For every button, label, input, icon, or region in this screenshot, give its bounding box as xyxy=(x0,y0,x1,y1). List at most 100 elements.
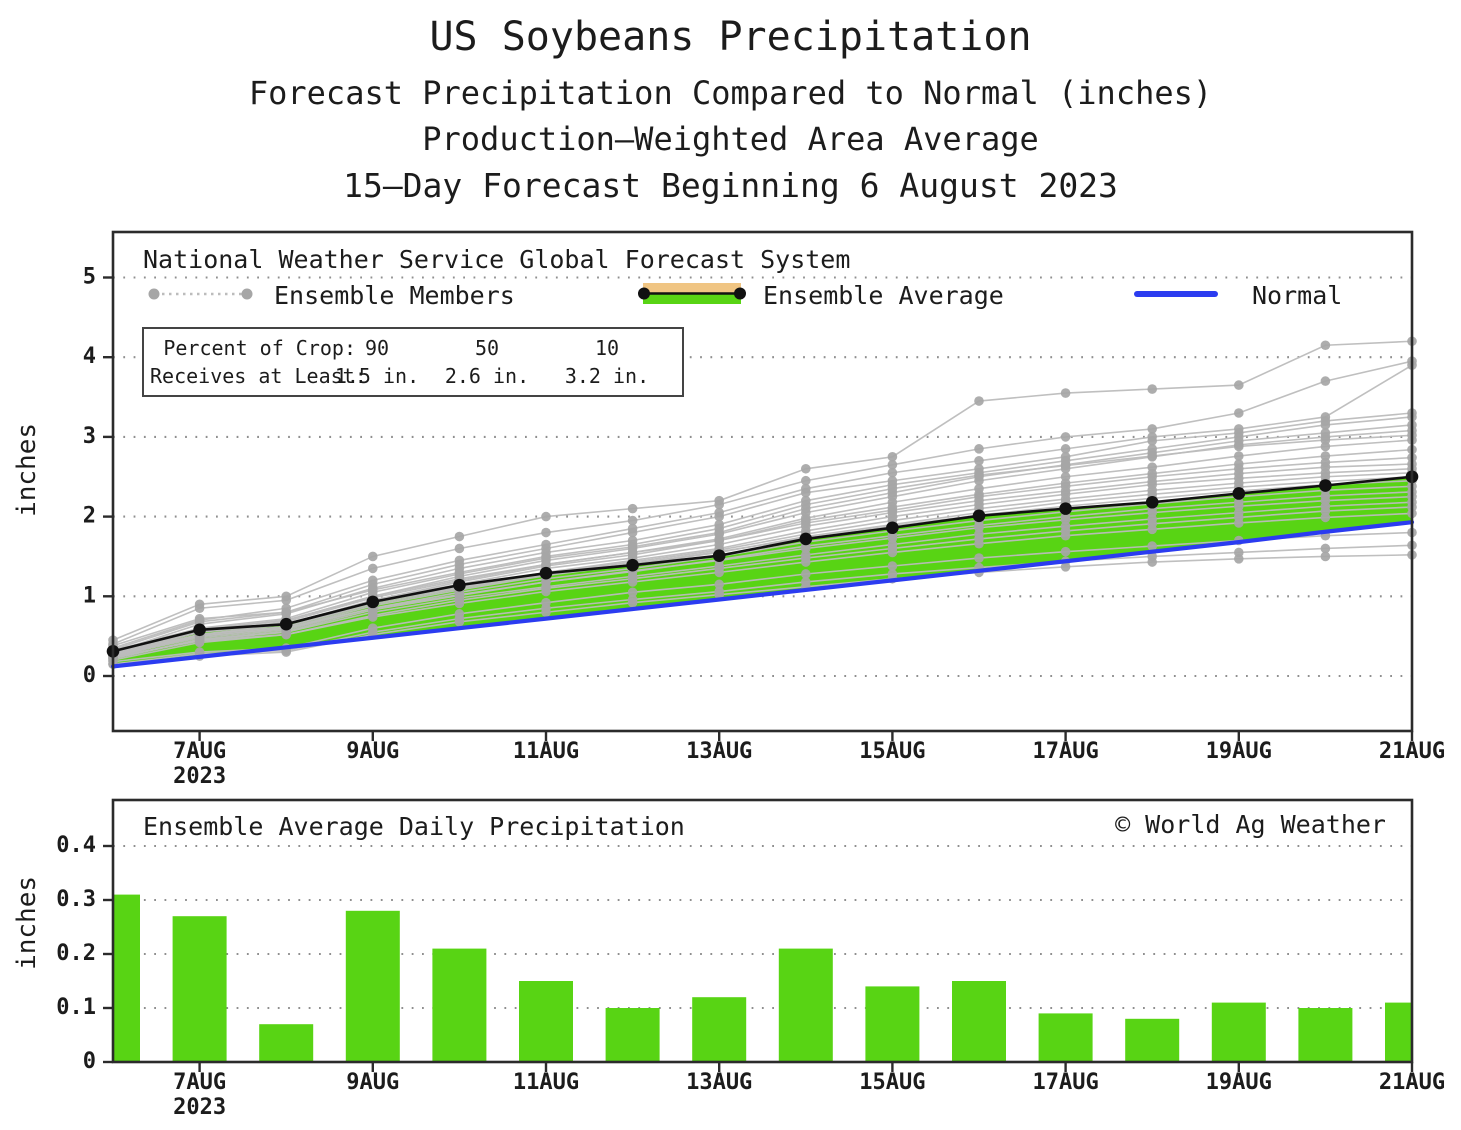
x-tick-label: 9AUG xyxy=(346,1070,399,1095)
ensemble-member-dot xyxy=(801,487,811,498)
x-tick-label: 15AUG xyxy=(859,739,925,764)
x-tick-label: 13AUG xyxy=(686,1070,752,1095)
ensemble-member-dot xyxy=(281,607,292,618)
ensemble-average-dot xyxy=(1145,495,1159,509)
daily-precip-bar xyxy=(259,1024,314,1062)
ensemble-members-key-icon xyxy=(148,288,253,300)
ensemble-average-dot xyxy=(1319,479,1332,492)
ensemble-member-line xyxy=(112,439,1413,656)
ensemble-member-dot xyxy=(1234,380,1244,390)
ensemble-member-dot xyxy=(1147,436,1157,446)
ensemble-member-dot xyxy=(801,463,811,474)
ensemble-member-dot xyxy=(1147,451,1157,461)
x-tick-label: 11AUG xyxy=(513,739,579,764)
ensemble-member-line xyxy=(112,531,1413,663)
daily-precip-bar xyxy=(519,981,573,1062)
ensemble-member-line xyxy=(112,512,1413,658)
ensemble-member-dot xyxy=(1234,441,1244,452)
y-tick-label: 0 xyxy=(83,663,96,688)
x-tick-label: 9AUG xyxy=(346,739,399,764)
ensemble-average-line xyxy=(112,475,1413,653)
ensemble-member-dot xyxy=(454,543,465,554)
normal-legend-label: Normal xyxy=(1252,281,1343,310)
normal-legend-swatch xyxy=(1133,282,1219,310)
y-tick-label: 0 xyxy=(83,1049,96,1074)
ensemble-member-dot xyxy=(801,475,811,486)
x-tick-sublabel: 2023 xyxy=(173,1095,226,1120)
ensemble-member-dot xyxy=(541,586,551,597)
ensemble-member-line xyxy=(112,501,1413,660)
daily-precip-bar xyxy=(778,948,833,1062)
ensemble-average-dot xyxy=(1059,502,1072,515)
daily-precip-bar xyxy=(345,910,400,1062)
ensemble-member-line xyxy=(112,424,1413,652)
crop-row1-value-90: 90 xyxy=(364,336,390,360)
ensemble-member-dot xyxy=(1147,384,1157,394)
ensemble-average-legend-label: Ensemble Average xyxy=(763,281,1004,310)
ensemble-member-dot xyxy=(281,595,292,606)
ensemble-member-dot xyxy=(801,569,811,579)
ensemble-member-dot xyxy=(627,539,638,550)
y-tick-label: 4 xyxy=(83,344,96,369)
ensemble-member-dot xyxy=(801,557,811,567)
ensemble-member-dot xyxy=(1320,543,1331,554)
x-tick-label: 15AUG xyxy=(859,1070,925,1095)
percent-of-crop-box: Percent of Crop: 90 50 10 Receives at Le… xyxy=(142,327,684,397)
daily-precip-bar xyxy=(605,1008,660,1062)
x-tick-label: 19AUG xyxy=(1206,1070,1272,1095)
bottom-chart-title: Ensemble Average Daily Precipitation xyxy=(143,812,685,841)
ensemble-member-dot xyxy=(368,563,378,574)
daily-precip-bar xyxy=(1038,1013,1093,1062)
crop-row2-value-3: 3.2 in. xyxy=(564,364,650,388)
bottom-chart-y-axis-label: inches xyxy=(12,876,42,970)
ensemble-member-dot xyxy=(714,499,724,510)
ensemble-member-dot xyxy=(1060,562,1071,572)
ensemble-member-dot xyxy=(974,553,984,563)
crop-row1-value-10: 10 xyxy=(594,336,620,360)
ensemble-member-dot xyxy=(974,396,984,406)
x-tick-label: 11AUG xyxy=(513,1070,579,1095)
ensemble-average-dot xyxy=(193,623,206,637)
ensemble-member-dot xyxy=(1147,424,1157,434)
bottom-chart-frame xyxy=(111,798,1414,1064)
daily-precip-bar xyxy=(865,986,920,1062)
ensemble-member-line xyxy=(112,456,1413,653)
x-tick-label: 21AUG xyxy=(1379,1070,1445,1095)
copyright-label: © World Ag Weather xyxy=(1115,810,1386,839)
ensemble-member-dot xyxy=(1060,530,1071,541)
ensemble-member-dot xyxy=(801,499,811,510)
x-tick-label: 13AUG xyxy=(686,739,752,764)
crop-row1-value-50: 50 xyxy=(474,336,500,360)
ensemble-average-dot xyxy=(972,509,986,523)
daily-precip-bar xyxy=(1298,1008,1353,1062)
normal-key-icon xyxy=(1134,291,1218,297)
y-tick-label: 5 xyxy=(83,265,96,290)
ensemble-member-dot xyxy=(887,483,898,494)
ensemble-members-legend-swatch xyxy=(143,282,253,306)
ensemble-member-dot xyxy=(887,459,898,470)
ensemble-member-line xyxy=(112,479,1413,655)
daily-precip-bar xyxy=(1385,1002,1412,1062)
ensemble-member-dot xyxy=(1234,554,1244,564)
ensemble-member-line xyxy=(112,364,1413,649)
daily-precip-bar xyxy=(1211,1002,1266,1062)
daily-precip-bar xyxy=(172,916,227,1062)
ensemble-member-dot xyxy=(1234,518,1244,528)
ensemble-member-dot xyxy=(1320,376,1331,386)
page-subtitle-3: 15–Day Forecast Beginning 6 August 2023 xyxy=(343,166,1118,205)
ensemble-average-dot xyxy=(453,578,466,592)
ensemble-member-line xyxy=(112,434,1413,651)
daily-precip-bar xyxy=(113,894,140,1062)
ensemble-member-dot xyxy=(541,511,551,522)
ensemble-member-dot xyxy=(974,456,984,466)
ensemble-member-dot xyxy=(1147,557,1157,567)
ensemble-members-legend-label: Ensemble Members xyxy=(274,281,515,310)
ensemble-member-dot xyxy=(454,598,465,609)
ensemble-member-dot xyxy=(714,579,724,590)
ensemble-member-dot xyxy=(454,617,465,627)
crop-row1-label: Percent of Crop: xyxy=(163,336,356,360)
ensemble-member-dot xyxy=(627,527,638,538)
y-tick-label: 0.1 xyxy=(56,995,96,1020)
x-tick-label: 17AUG xyxy=(1032,739,1098,764)
